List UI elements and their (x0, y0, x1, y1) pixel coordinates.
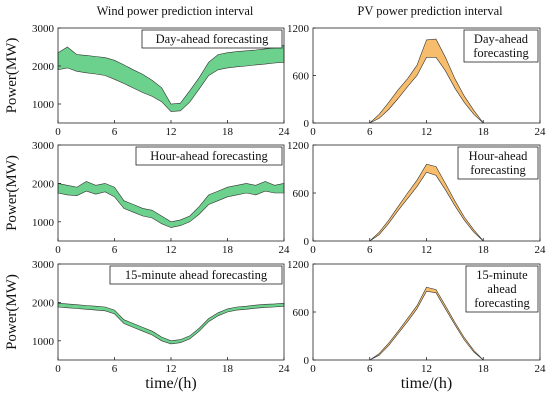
x-tick-label: 18 (478, 363, 490, 375)
legend-text: Hour-ahead forecasting (469, 149, 528, 177)
x-tick-label: 12 (421, 126, 432, 138)
panel-wind-15min: 1000 2000 3000 0 6 12 18 24 Power(MW) time/(h) 15-… (4, 259, 290, 392)
series-band-wind-hour (57, 181, 285, 228)
y-tick-label: 1200 (287, 140, 310, 152)
x-tick-label: 6 (112, 363, 118, 375)
x-tick-label: 0 (55, 244, 61, 256)
x-tick-label: 24 (279, 126, 291, 138)
x-tick-label: 18 (478, 244, 490, 256)
y-tick-label: 0 (304, 355, 310, 367)
x-tick-label: 0 (310, 126, 316, 138)
x-tick-label: 0 (310, 363, 316, 375)
wind-column-title: Wind power prediction interval (97, 4, 254, 18)
x-tick-label: 24 (535, 363, 547, 375)
y-tick-label: 1200 (287, 259, 310, 271)
x-tick-label: 6 (112, 244, 118, 256)
x-tick-label: 0 (310, 244, 316, 256)
y-tick-label: 3000 (32, 23, 55, 35)
y-tick-label: 1000 (32, 217, 55, 229)
legend-box (465, 265, 539, 313)
legend-text: Day-ahead forecasting (156, 32, 270, 46)
y-tick-label: 2000 (32, 297, 55, 309)
y-tick-label: 2000 (32, 61, 55, 73)
panel-pv-day: 0 600 1200 0 6 12 18 24 Day-ahead forecasting (287, 23, 546, 138)
x-tick-label: 12 (166, 244, 177, 256)
x-tick-label: 12 (166, 363, 177, 375)
y-tick-label: 600 (293, 307, 310, 319)
panel-pv-15min: 0 600 1200 0 6 12 18 24 time/(h) 15-minute ahead fo… (287, 259, 546, 392)
y-tick-label: 0 (304, 118, 310, 130)
series-band-wind-day (57, 44, 285, 112)
x-tick-label: 12 (421, 244, 432, 256)
x-axis-label: time/(h) (145, 375, 197, 392)
pv-column-title: PV power prediction interval (357, 4, 503, 18)
x-tick-label: 0 (55, 126, 61, 138)
x-axis-label: time/(h) (401, 375, 453, 392)
y-axis-label: Power(MW) (4, 38, 20, 114)
y-tick-label: 600 (293, 71, 310, 83)
legend-text: 15-minute ahead forecasting (474, 268, 530, 310)
y-tick-label: 1000 (32, 99, 55, 111)
legend-box (457, 146, 539, 180)
y-tick-label: 1200 (287, 23, 310, 35)
series-band-wind-15min (57, 302, 285, 345)
x-tick-label: 18 (222, 126, 234, 138)
y-tick-label: 0 (304, 236, 310, 248)
y-tick-label: 2000 (32, 178, 55, 190)
x-tick-label: 18 (222, 244, 234, 256)
x-tick-label: 24 (535, 244, 547, 256)
x-tick-label: 6 (112, 126, 118, 138)
x-tick-label: 24 (535, 126, 547, 138)
x-tick-label: 24 (279, 363, 291, 375)
x-tick-label: 18 (222, 363, 234, 375)
legend-box (463, 29, 539, 63)
panel-wind-hour: 1000 2000 3000 0 6 12 18 24 Power(MW) Hour-ahead … (4, 140, 290, 256)
y-tick-label: 3000 (32, 140, 55, 152)
x-tick-label: 12 (166, 126, 177, 138)
legend-box (141, 29, 283, 49)
panel-pv-hour: 0 600 1200 0 6 12 18 24 Hour-ahead forecasting (287, 140, 546, 256)
x-tick-label: 6 (367, 363, 373, 375)
x-tick-label: 6 (367, 126, 373, 138)
x-tick-label: 18 (478, 126, 490, 138)
x-tick-label: 24 (279, 244, 291, 256)
y-axis-label: Power(MW) (4, 274, 20, 350)
panel-wind-day: 1000 2000 3000 0 6 12 18 24 Power(MW) Day-ahead f… (4, 23, 290, 138)
legend-box (109, 265, 283, 285)
y-tick-label: 600 (293, 188, 310, 200)
x-tick-label: 6 (367, 244, 373, 256)
y-tick-label: 3000 (32, 259, 55, 271)
y-axis-label: Power(MW) (4, 155, 20, 231)
legend-text: Day-ahead forecasting (473, 32, 529, 60)
legend-text: Hour-ahead forecasting (150, 149, 268, 163)
x-tick-label: 0 (55, 363, 61, 375)
legend-box (135, 146, 283, 166)
legend-text: 15-minute ahead forecasting (125, 268, 268, 282)
y-tick-label: 1000 (32, 336, 55, 348)
x-tick-label: 12 (421, 363, 432, 375)
